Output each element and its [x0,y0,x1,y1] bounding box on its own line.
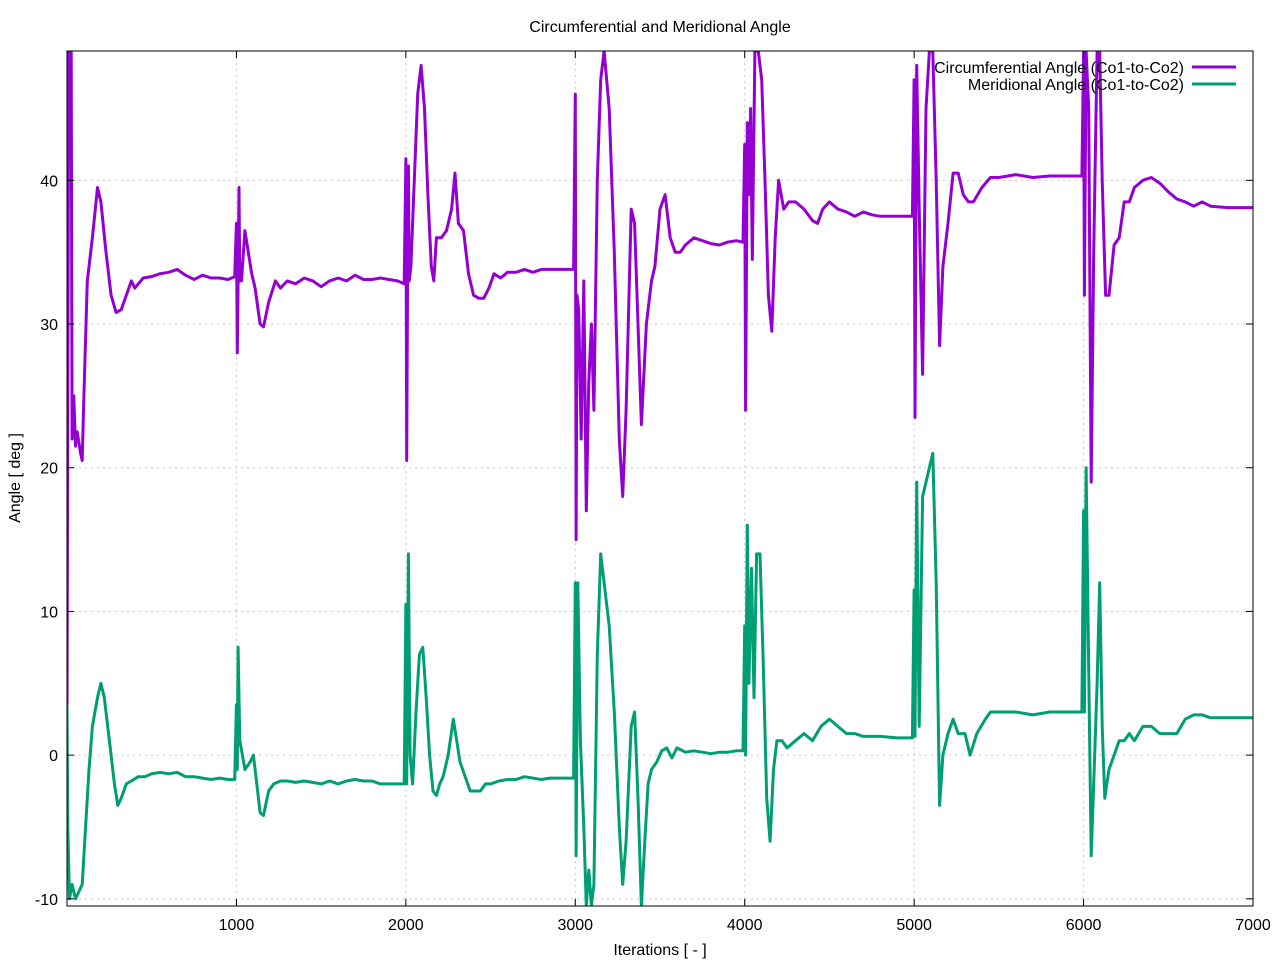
plot-frame [66,50,1254,907]
x-tick-label: 4000 [727,917,763,934]
y-tick-label: -10 [35,892,58,909]
x-tick-label: 7000 [1235,917,1271,934]
x-axis-label: Iterations [ - ] [613,942,706,959]
x-tick-label: 3000 [557,917,593,934]
x-tick-label: 6000 [1066,917,1102,934]
x-tick-label: 5000 [896,917,932,934]
y-tick-label: 40 [40,173,58,190]
y-tick-label: 30 [40,317,58,334]
axis-ticks: 1000 2000 3000 4000 5000 6000 7000 -10 0 10 20 30 40 [35,51,1271,934]
chart-title: Circumferential and Meridional Angle [529,19,791,36]
x-tick-label: 2000 [388,917,424,934]
x-tick-label: 1000 [219,917,255,934]
grid [67,51,1253,906]
y-tick-label: 10 [40,604,58,621]
y-tick-label: 20 [40,461,58,478]
legend: Circumferential Angle (Co1-to-Co2)Meridi… [934,60,1236,94]
series-layer [67,51,1253,906]
y-tick-label: 0 [49,748,58,765]
legend-label: Meridional Angle (Co1-to-Co2) [968,77,1184,94]
legend-label: Circumferential Angle (Co1-to-Co2) [934,60,1184,77]
series-line-1 [67,51,1253,713]
y-axis-label: Angle [ deg ] [7,433,24,523]
series-line-2 [67,451,1253,906]
